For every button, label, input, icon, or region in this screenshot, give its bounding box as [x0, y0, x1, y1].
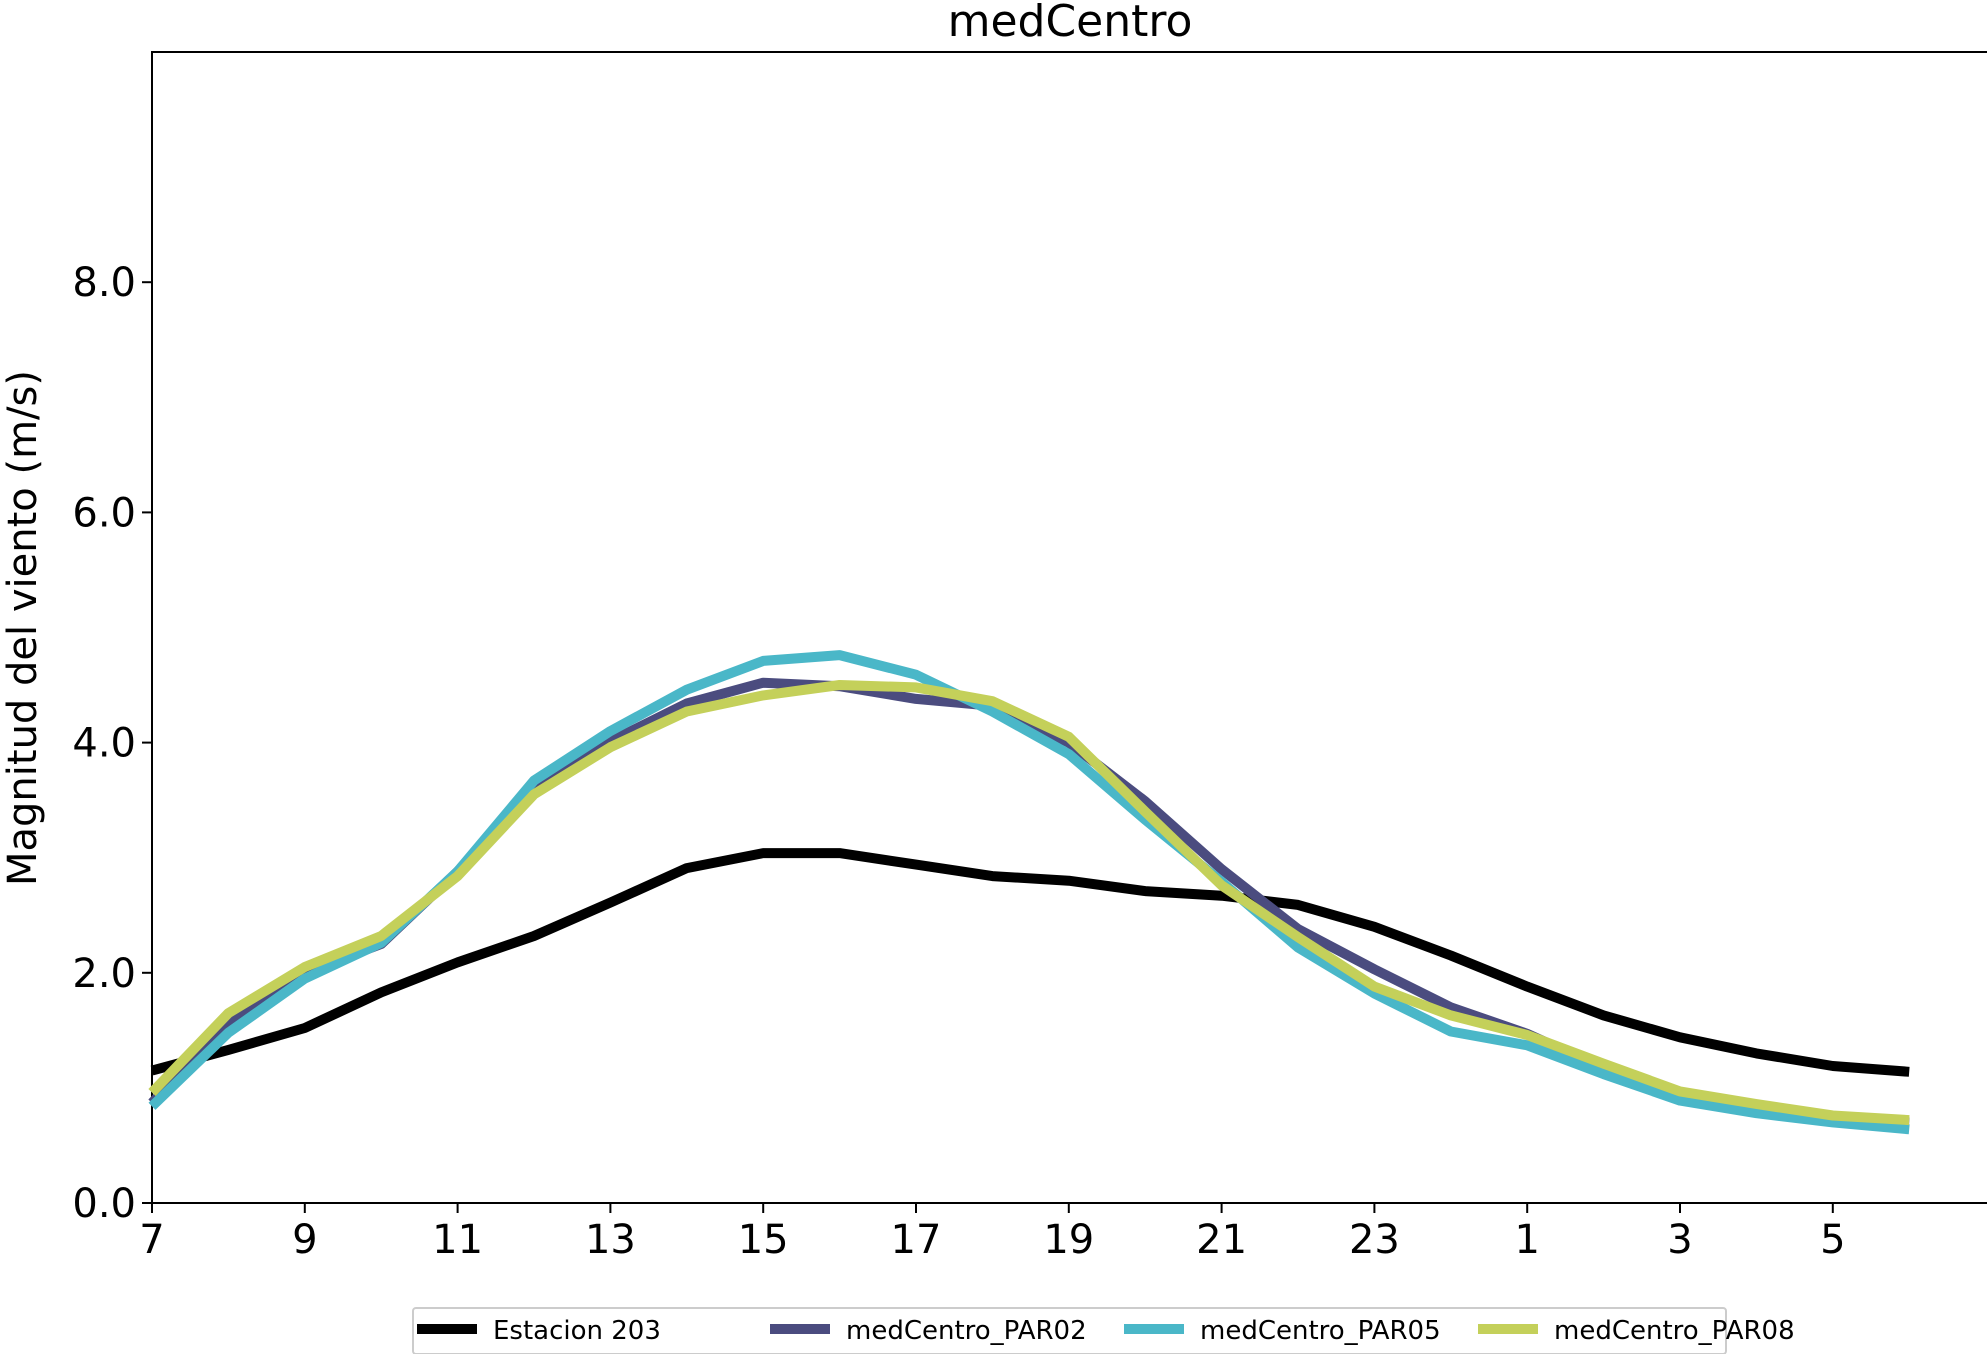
axes-frame	[151, 51, 1987, 1204]
y-tick-label: 0.0	[72, 1181, 136, 1227]
legend-label-4: medCentro_PAR08	[1554, 1316, 1795, 1346]
y-tick-label: 2.0	[72, 951, 136, 997]
x-tick-label: 17	[891, 1217, 942, 1263]
x-tick-label: 1	[1514, 1217, 1539, 1263]
x-tick-label: 9	[292, 1217, 317, 1263]
series-line-2	[148, 677, 1910, 1128]
legend-label-1: Estacion 203	[493, 1316, 661, 1346]
x-tick-label: 23	[1349, 1217, 1400, 1263]
legend-label-2: medCentro_PAR02	[846, 1316, 1087, 1346]
y-tick-label: 8.0	[72, 260, 136, 306]
legend: Estacion 203 medCentro_PAR02 medCentro_PAR…	[412, 1307, 1795, 1355]
chart-title: medCentro	[948, 0, 1193, 47]
x-tick-label: 19	[1043, 1217, 1094, 1263]
x-tick-label: 15	[738, 1217, 789, 1263]
y-axis-label: Magnitud del viento (m/s)	[0, 370, 46, 886]
x-tick-label: 13	[585, 1217, 636, 1263]
x-tick-label: 3	[1667, 1217, 1692, 1263]
x-tick-label: 21	[1196, 1217, 1247, 1263]
series-line-4	[148, 680, 1910, 1126]
y-tick-label: 4.0	[72, 721, 136, 767]
legend-label-3: medCentro_PAR05	[1200, 1316, 1441, 1346]
series-line-1	[150, 848, 1910, 1077]
x-tick-label: 7	[139, 1217, 164, 1263]
plot-area: 0.02.04.06.08.07 9 11 13 15 17 19 21 23 1 3 5	[72, 51, 1987, 1263]
x-tick-label: 11	[432, 1217, 483, 1263]
x-tick-label: 5	[1820, 1217, 1845, 1263]
y-tick-label: 6.0	[72, 490, 136, 536]
